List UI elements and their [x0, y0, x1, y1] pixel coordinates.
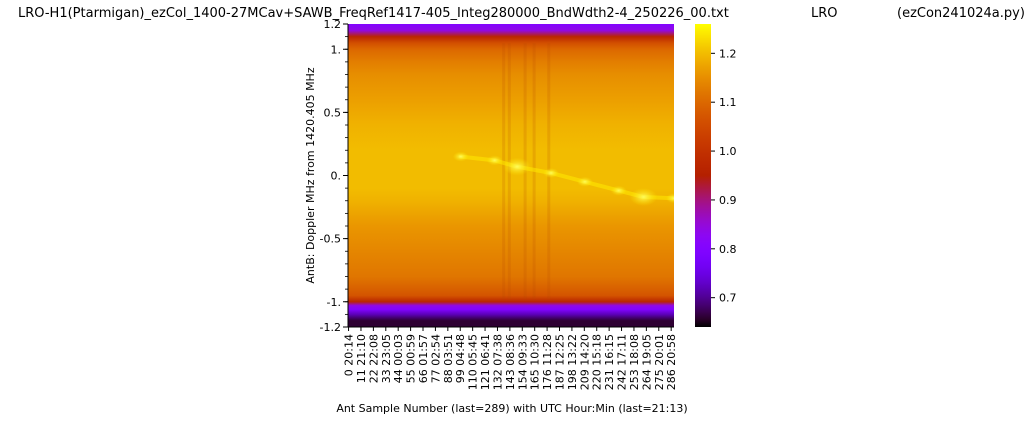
x-axis-label: Ant Sample Number (last=289) with UTC Ho… — [336, 402, 687, 415]
feature-point — [610, 185, 627, 196]
y-axis: 1.2 1. 0.5 0. -0.5 -1. -1.2 — [320, 18, 349, 334]
colorbar-tick-label: 0.8 — [719, 243, 737, 256]
x-tick-label: 231 16:15 — [603, 334, 616, 390]
x-tick-label: 77 02:54 — [429, 334, 442, 383]
heatmap-area — [348, 24, 674, 327]
x-tick-label: 209 14:20 — [578, 334, 591, 390]
colorbar-tick-label: 1.2 — [719, 47, 737, 60]
x-tick-label: 154 09:33 — [516, 334, 529, 390]
x-tick-label: 165 10:30 — [529, 334, 542, 390]
x-tick-label: 110 05:45 — [467, 334, 480, 390]
colorbar-tick-label: 1.1 — [719, 96, 737, 109]
colorbar-axis: 0.7 0.8 0.9 1.0 1.1 1.2 — [711, 47, 737, 305]
colorbar — [695, 24, 711, 327]
x-tick-label: 198 13:22 — [566, 334, 579, 390]
heatmap-stripe — [502, 42, 506, 300]
chart-title-right: (ezCon241024a.py) — [897, 6, 1024, 21]
feature-point — [666, 193, 674, 204]
x-tick-label: 99 04:48 — [454, 334, 467, 383]
y-tick-label: 1.2 — [324, 18, 342, 31]
colorbar-tick-label: 0.7 — [719, 292, 737, 305]
y-tick-label: 0.5 — [324, 106, 342, 119]
x-tick-label: 121 06:41 — [479, 334, 492, 390]
x-tick-label: 264 19:05 — [640, 334, 653, 390]
chart-title: LRO-H1(Ptarmigan)_ezCol_1400-27MCav+SAWB… — [18, 6, 729, 21]
x-tick-label: 132 07:38 — [491, 334, 504, 390]
feature-point — [576, 176, 593, 187]
x-axis: 0 20:14 11 21:10 22 22:08 33 23:05 44 00:03 5… — [343, 326, 678, 390]
x-tick-label: 143 08:36 — [504, 334, 517, 390]
x-tick-label: 66 01:57 — [417, 334, 430, 383]
x-tick-label: 176 11:28 — [541, 334, 554, 390]
feature-point — [543, 167, 560, 178]
x-tick-label: 242 17:11 — [616, 334, 629, 390]
feature-point — [452, 151, 469, 162]
feature-point — [629, 187, 658, 206]
x-tick-label: 44 00:03 — [392, 334, 405, 383]
y-axis-label: AntB: Doppler MHz from 1420.405 MHz — [304, 67, 317, 283]
x-tick-label: 275 20:01 — [653, 334, 666, 390]
x-tick-label: 22 22:08 — [367, 334, 380, 383]
x-tick-label: 253 18:08 — [628, 334, 641, 390]
x-tick-label: 33 23:05 — [380, 334, 393, 383]
x-tick-label: 286 20:58 — [665, 334, 678, 390]
y-tick-label: -1. — [327, 296, 341, 309]
x-tick-label: 220 15:18 — [591, 334, 604, 390]
y-tick-label: -0.5 — [320, 233, 341, 246]
feature-point — [486, 155, 503, 166]
y-tick-label: -1.2 — [320, 321, 341, 334]
feature-point — [503, 157, 532, 176]
colorbar-tick-label: 0.9 — [719, 194, 737, 207]
heatmap-fill — [348, 24, 674, 327]
y-tick-label: 0. — [331, 170, 342, 183]
x-tick-label: 187 12:25 — [554, 334, 567, 390]
x-tick-label: 88 03:51 — [442, 334, 455, 383]
x-tick-label: 55 00:59 — [405, 334, 418, 383]
x-tick-label: 11 21:10 — [355, 334, 368, 383]
y-tick-label: 1. — [331, 43, 342, 56]
colorbar-tick-label: 1.0 — [719, 145, 737, 158]
chart-title-middle: LRO — [811, 6, 838, 21]
x-tick-label: 0 20:14 — [343, 334, 356, 376]
